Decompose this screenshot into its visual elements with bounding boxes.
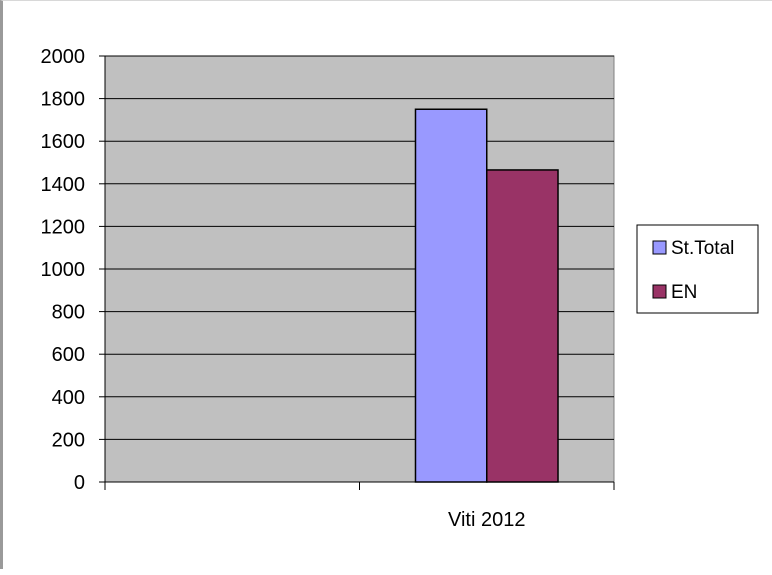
legend-label-en: EN: [671, 282, 697, 303]
bars: [414, 108, 559, 483]
bar-en-1: [486, 169, 559, 483]
y-tick-label: 200: [52, 429, 85, 451]
y-tick-label: 600: [52, 344, 85, 366]
bar-st-total-1: [414, 108, 488, 483]
legend-label-st-total: St.Total: [671, 238, 734, 259]
bar-chart: 0 200 400 600 800 1000 1200 1400 1600 1800 2000 Vi…: [41, 46, 759, 531]
y-tick-label: 1400: [41, 174, 86, 196]
x-tick-label: Viti 2012: [448, 509, 525, 531]
y-tick-label: 2000: [41, 46, 86, 68]
legend-swatch-st-total: [652, 240, 667, 255]
y-tick-label: 800: [52, 302, 85, 324]
y-tick-label: 1200: [41, 216, 86, 238]
legend-swatch-en: [652, 284, 667, 299]
y-tick-label: 400: [52, 387, 85, 409]
y-tick-label: 0: [74, 472, 85, 494]
y-tick-label: 1000: [41, 259, 86, 281]
y-axis: 0 200 400 600 800 1000 1200 1400 1600 1800 2000: [41, 46, 106, 494]
x-axis: Viti 2012: [104, 481, 615, 531]
y-tick-label: 1800: [41, 89, 86, 111]
y-tick-label: 1600: [41, 131, 86, 153]
legend: St.Total EN: [636, 224, 759, 314]
